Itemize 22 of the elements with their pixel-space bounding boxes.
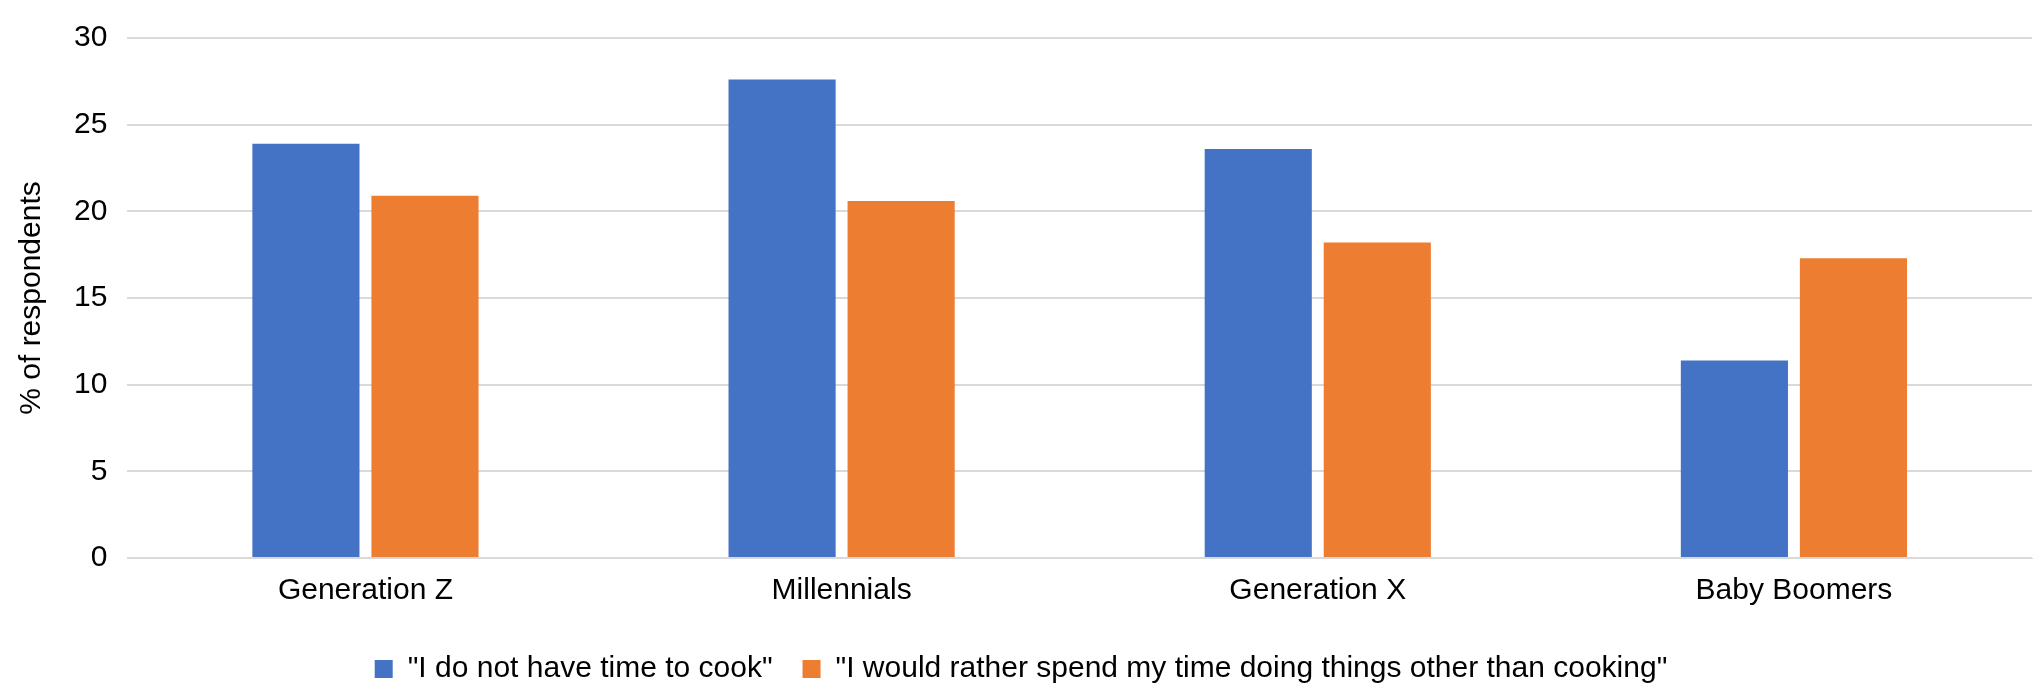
y-tick-label: 0 <box>90 539 108 573</box>
bar <box>847 200 955 557</box>
bar <box>728 79 836 557</box>
bar <box>1204 148 1312 557</box>
legend-label: "I do not have time to cook" <box>407 650 773 684</box>
y-tick-label: 20 <box>73 192 108 226</box>
y-tick-label: 30 <box>73 19 108 53</box>
y-tick-label: 15 <box>73 279 108 313</box>
bar <box>252 143 360 557</box>
x-tick-label: Generation X <box>1229 572 1407 606</box>
bar <box>1323 242 1431 557</box>
bar <box>371 195 479 557</box>
bar <box>1680 360 1788 557</box>
y-axis-title: % of respondents <box>13 181 47 415</box>
y-tick-label: 25 <box>73 105 108 139</box>
x-tick-label: Millennials <box>771 572 912 606</box>
x-tick-label: Generation Z <box>277 572 453 606</box>
x-tick-label: Baby Boomers <box>1695 572 1893 606</box>
legend-label: "I would rather spend my time doing things other than cooking" <box>835 650 1668 684</box>
y-tick-label: 5 <box>90 452 108 486</box>
bar <box>1799 258 1908 557</box>
y-tick-label: 10 <box>73 365 108 399</box>
